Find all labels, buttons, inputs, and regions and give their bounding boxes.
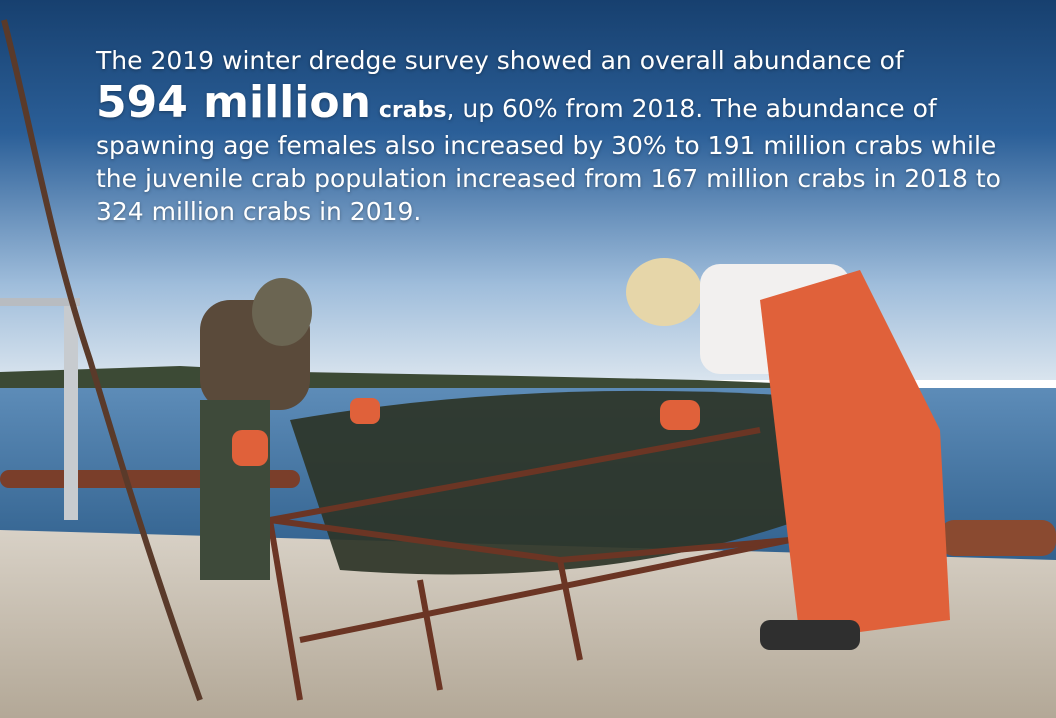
dredge-frame bbox=[267, 427, 791, 701]
caption-line-1: The 2019 winter dredge survey showed an … bbox=[96, 46, 904, 75]
dredge-net bbox=[290, 390, 800, 575]
railing-pipe-right bbox=[940, 520, 1056, 556]
highlight-number: 594 million bbox=[96, 77, 371, 128]
caption-paragraph: 594 million crabs, up 60% from 2018. The… bbox=[96, 77, 1016, 228]
worker-right bbox=[626, 258, 950, 650]
metal-post bbox=[64, 300, 78, 520]
caption-rest: , up 60% from 2018. The abundance of spa… bbox=[96, 94, 1001, 226]
caption-block: The 2019 winter dredge survey showed an … bbox=[96, 44, 1016, 228]
worker-left bbox=[200, 278, 380, 580]
chain bbox=[1, 19, 203, 702]
highlight-unit: crabs bbox=[378, 98, 447, 123]
metal-rail bbox=[0, 298, 80, 306]
